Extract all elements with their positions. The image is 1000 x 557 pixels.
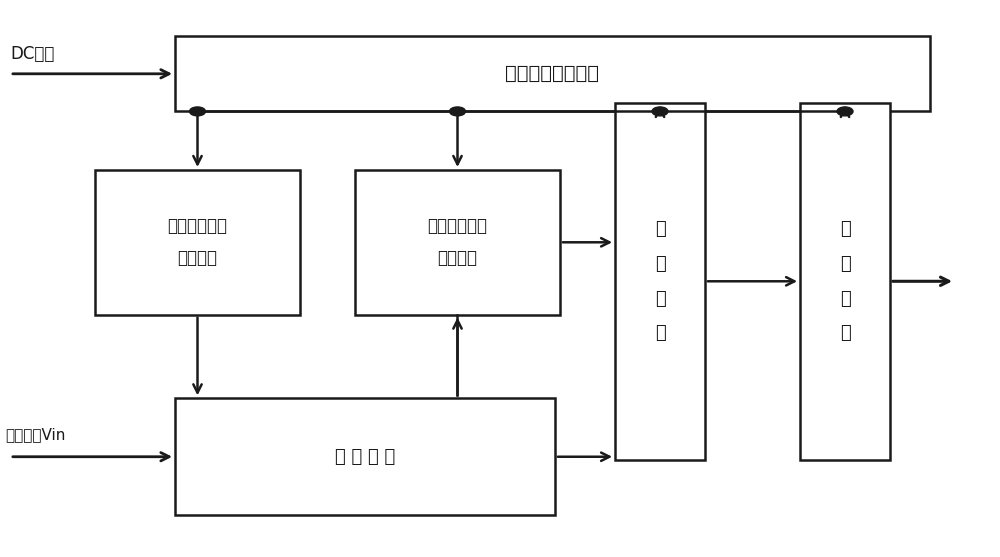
Text: 直流参考电压
产生电路: 直流参考电压 产生电路: [168, 217, 228, 267]
Bar: [95, 170, 300, 315]
Text: 加
法
电
路: 加 法 电 路: [655, 220, 665, 343]
Text: 驱
动
电
路: 驱 动 电 路: [840, 220, 850, 343]
Text: 直流偏置电压
产生电路: 直流偏置电压 产生电路: [427, 217, 487, 267]
Text: 直流电源处理电路: 直流电源处理电路: [506, 64, 600, 84]
Text: 耦 合 电 路: 耦 合 电 路: [335, 448, 395, 466]
Bar: [175, 36, 930, 111]
Text: DC输入: DC输入: [10, 45, 54, 63]
Bar: [615, 103, 705, 460]
Circle shape: [837, 107, 853, 116]
Bar: [355, 170, 560, 315]
Circle shape: [652, 107, 668, 116]
Circle shape: [449, 107, 466, 116]
Text: 输入信号Vin: 输入信号Vin: [5, 427, 65, 442]
Bar: [175, 398, 555, 515]
Bar: [800, 103, 890, 460]
Circle shape: [190, 107, 206, 116]
